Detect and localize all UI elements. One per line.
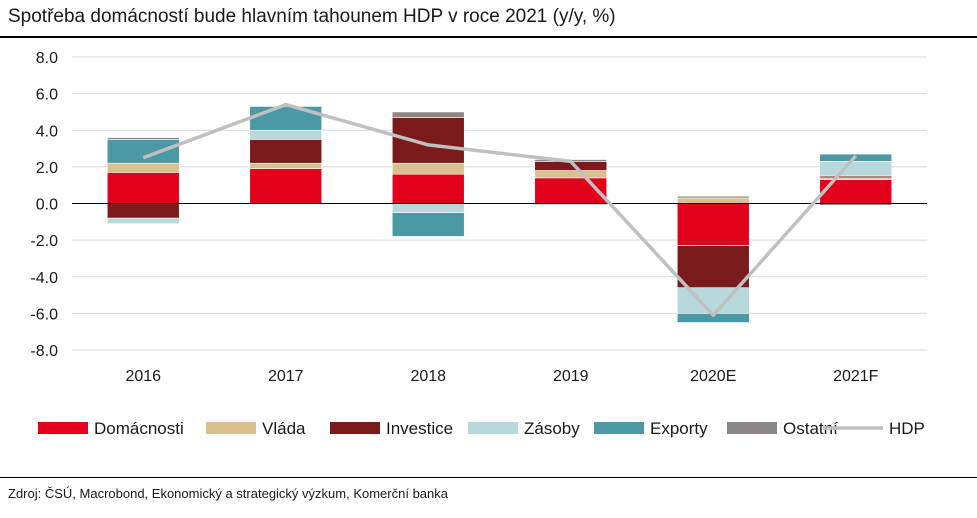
- legend-swatch-exporty: [594, 422, 644, 434]
- bar-segment-zásoby: [249, 129, 323, 140]
- y-tick-label: -2.0: [30, 233, 58, 250]
- y-tick-label: -4.0: [30, 270, 58, 287]
- bar-segment-exporty: [106, 139, 180, 164]
- x-category-label: 2019: [553, 368, 589, 385]
- y-tick-label: 6.0: [36, 87, 58, 104]
- legend-label: HDP: [889, 419, 925, 438]
- bar-series: [106, 106, 893, 323]
- gdp-line: [142, 102, 858, 317]
- legend-label: Ostatní: [783, 419, 838, 438]
- legend-label: Vláda: [262, 419, 306, 438]
- y-tick-label: 2.0: [36, 160, 58, 177]
- legend: Domácnosti Vláda Investice Zásoby Exporty Ost…: [38, 419, 925, 438]
- y-tick-label: 4.0: [36, 123, 58, 140]
- x-category-label: 2021F: [833, 368, 879, 385]
- source-note: Zdroj: ČSÚ, Macrobond, Ekonomický a stra…: [8, 486, 448, 501]
- bar-segment-investice: [391, 117, 465, 164]
- bar-segment-investice: [249, 139, 323, 164]
- legend-swatch-ostatní: [727, 422, 777, 434]
- chart-title: Spotřeba domácností bude hlavním tahoune…: [8, 6, 616, 27]
- legend-swatch-domácnosti: [38, 422, 88, 434]
- bar-segment-vláda: [391, 162, 465, 175]
- bar-segment-vláda: [534, 170, 608, 179]
- legend-swatch-investice: [330, 422, 380, 434]
- bar-segment-domácnosti: [391, 173, 465, 204]
- y-tick-label: -6.0: [30, 306, 58, 323]
- title-rule: [0, 36, 977, 38]
- bar-segment-vláda: [676, 197, 750, 204]
- bar-segment-zásoby: [391, 203, 465, 213]
- x-category-label: 2018: [410, 368, 446, 385]
- y-axis-ticks: 8.0 6.0 4.0 2.0 0.0 -2.0 -4.0 -6.0 -8.0: [30, 50, 58, 360]
- x-category-label: 2016: [125, 368, 161, 385]
- bar-segment-ostatní: [106, 137, 180, 140]
- gdp-line-path: [142, 102, 858, 317]
- x-category-label: 2017: [268, 368, 304, 385]
- bar-segment-vláda: [106, 162, 180, 173]
- x-axis-categories: 2016 2017 2018 2019 2020E 2021F: [125, 368, 878, 385]
- y-tick-label: -8.0: [30, 343, 58, 360]
- legend-label: Investice: [386, 419, 453, 438]
- bar-segment-investice: [106, 203, 180, 219]
- legend-label: Exporty: [650, 419, 708, 438]
- y-tick-label: 0.0: [36, 197, 58, 214]
- source-rule: [0, 477, 977, 478]
- bar-segment-zásoby: [676, 287, 750, 314]
- x-category-label: 2020E: [690, 368, 736, 385]
- bar-segment-vláda: [249, 162, 323, 170]
- bar-segment-ostatní: [676, 195, 750, 199]
- bar-segment-ostatní: [391, 111, 465, 118]
- bar-segment-domácnosti: [676, 203, 750, 246]
- bar-segment-zásoby: [106, 217, 180, 224]
- y-tick-label: 8.0: [36, 50, 58, 67]
- legend-swatch-vláda: [206, 422, 256, 434]
- bar-segment-investice: [676, 245, 750, 289]
- legend-label: Domácnosti: [94, 419, 184, 438]
- legend-label: Zásoby: [524, 419, 580, 438]
- bar-segment-domácnosti: [106, 172, 180, 204]
- bar-segment-domácnosti: [249, 168, 323, 204]
- legend-swatch-zásoby: [468, 422, 518, 434]
- bar-segment-zásoby: [819, 161, 893, 177]
- bar-segment-domácnosti: [534, 177, 608, 204]
- chart: 8.0 6.0 4.0 2.0 0.0 -2.0 -4.0 -6.0 -8.0 2016 2017…: [30, 50, 927, 438]
- bar-segment-exporty: [391, 212, 465, 237]
